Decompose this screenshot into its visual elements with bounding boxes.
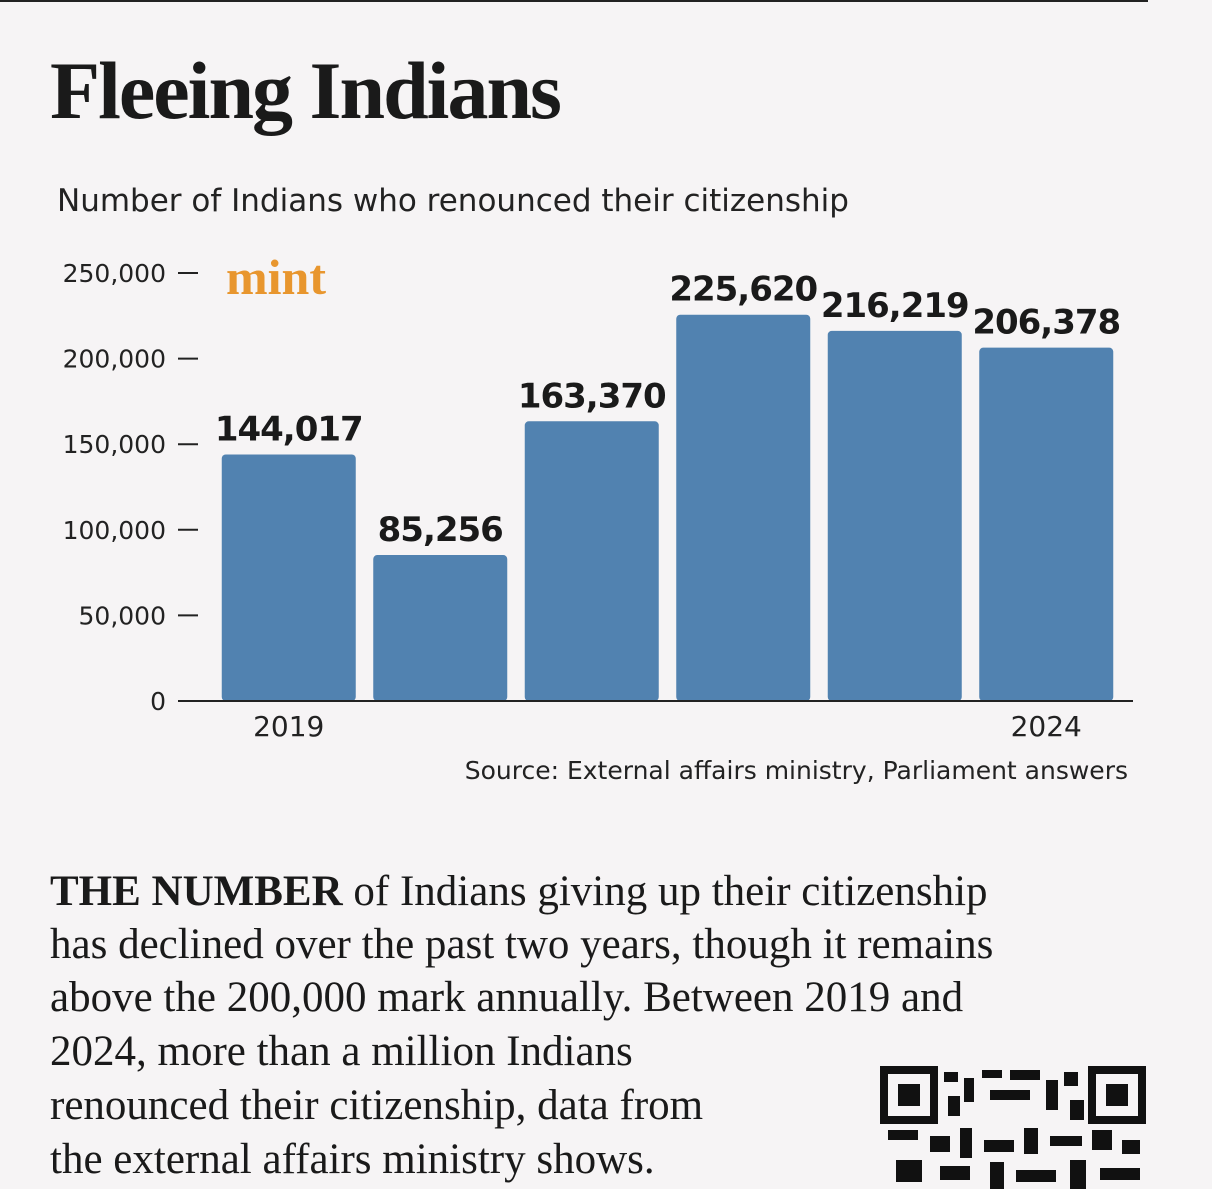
y-tick-label: 150,000 xyxy=(63,430,166,459)
paragraph-line: THE NUMBER of Indians giving up their ci… xyxy=(50,868,988,915)
source: Source: External affairs ministry, Parli… xyxy=(465,756,1128,785)
text: of Indians giving up their citizenship xyxy=(353,868,987,915)
y-tick-label: 100,000 xyxy=(63,516,166,545)
value-label: 144,017 xyxy=(215,409,363,449)
y-tick-label: 50,000 xyxy=(79,601,166,630)
bar xyxy=(979,347,1114,701)
bar xyxy=(827,330,962,701)
paragraph-line: above the 200,000 mark annually. Between… xyxy=(50,974,963,1021)
paragraph-line: the external affairs ministry shows. xyxy=(50,1136,655,1183)
paragraph-line: has declined over the past two years, th… xyxy=(50,921,993,968)
value-label: 163,370 xyxy=(518,376,666,416)
bar xyxy=(373,555,508,701)
value-label: 225,620 xyxy=(669,270,817,310)
qr-code xyxy=(880,1066,1146,1189)
paragraph-line: renounced their citizenship, data from xyxy=(50,1082,703,1129)
y-tick-label: 0 xyxy=(150,687,166,716)
value-label: 85,256 xyxy=(378,510,503,550)
bar xyxy=(524,421,659,701)
x-tick-label: 2019 xyxy=(253,710,324,743)
bar xyxy=(221,454,356,701)
title: Fleeing Indians xyxy=(50,45,560,136)
y-tick-label: 200,000 xyxy=(63,345,166,374)
value-label: 206,378 xyxy=(972,303,1120,343)
subtitle: Number of Indians who renounced their ci… xyxy=(57,183,849,219)
paragraph-line: 2024, more than a million Indians xyxy=(50,1028,633,1075)
logo: mint xyxy=(226,249,326,305)
bar xyxy=(676,314,811,701)
lead: THE NUMBER xyxy=(50,868,344,915)
y-tick-label: 250,000 xyxy=(63,259,166,288)
x-tick-label: 2024 xyxy=(1011,710,1082,743)
value-label: 216,219 xyxy=(821,286,969,326)
